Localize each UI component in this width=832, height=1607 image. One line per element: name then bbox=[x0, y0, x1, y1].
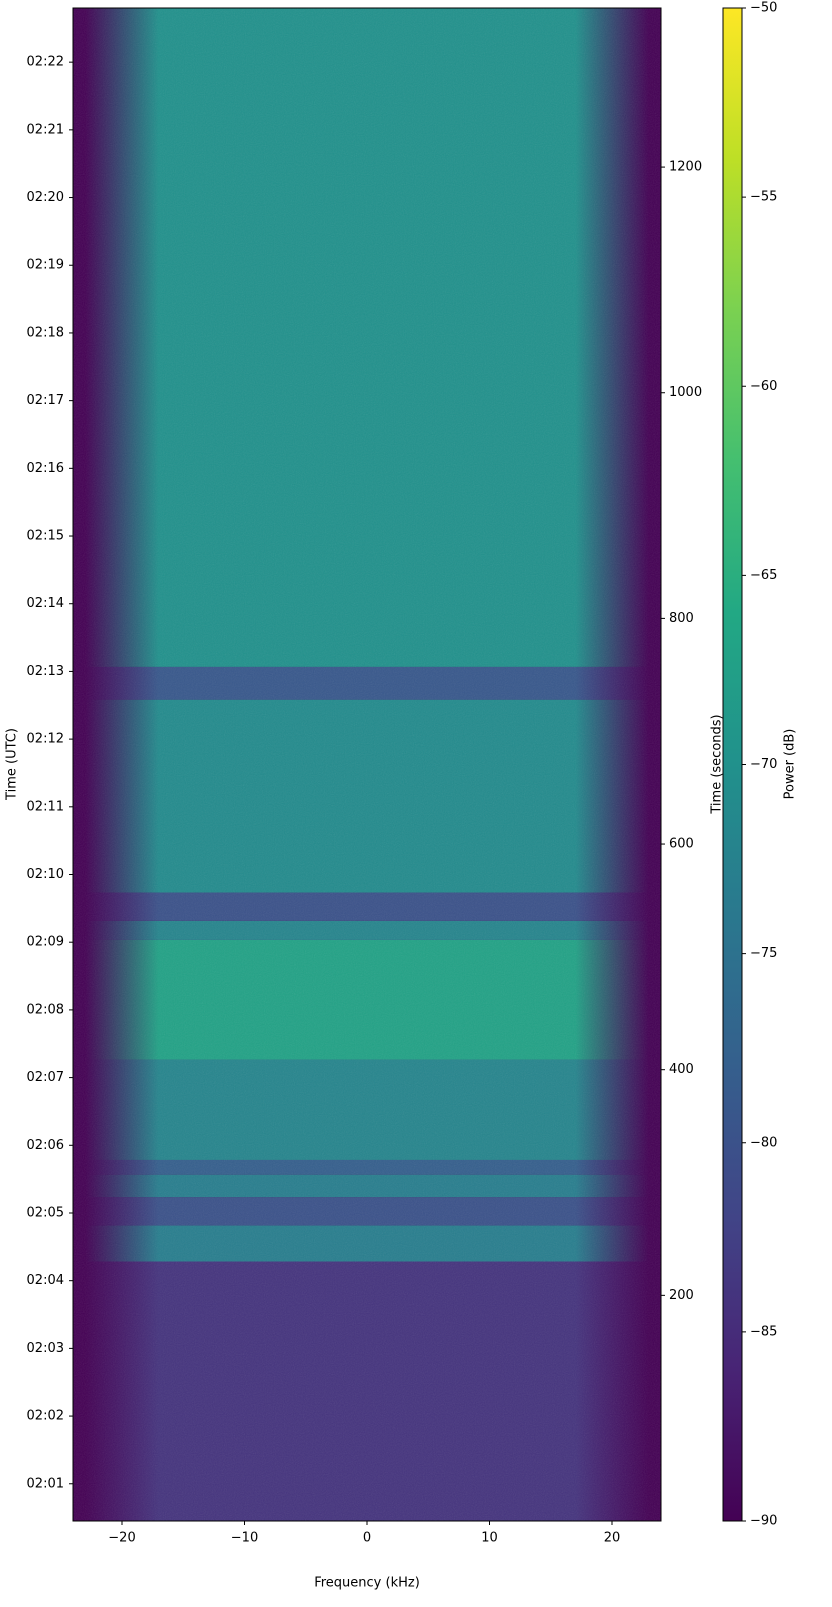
y-tick-label: 02:16 bbox=[27, 461, 64, 476]
colorbar-tick-label: −80 bbox=[750, 1135, 777, 1150]
y-tick-label: 02:15 bbox=[27, 529, 64, 544]
x-axis-label: Frequency (kHz) bbox=[314, 1576, 420, 1591]
y2-tick-label: 1000 bbox=[669, 385, 702, 400]
y-tick-label: 02:05 bbox=[27, 1205, 64, 1220]
y-tick-label: 02:09 bbox=[27, 935, 64, 950]
colorbar bbox=[723, 8, 742, 1521]
colorbar-tick-label: −90 bbox=[750, 1514, 777, 1529]
y2-tick-label: 600 bbox=[669, 837, 694, 852]
y-tick-label: 02:21 bbox=[27, 122, 64, 137]
x-tick-label: −10 bbox=[231, 1531, 258, 1546]
y-tick-label: 02:12 bbox=[27, 732, 64, 747]
x-tick-label: 10 bbox=[481, 1531, 498, 1546]
y-tick-label: 02:01 bbox=[27, 1476, 64, 1491]
y-tick-label: 02:13 bbox=[27, 664, 64, 679]
y-tick-label: 02:02 bbox=[27, 1409, 64, 1424]
colorbar-tick-label: −55 bbox=[750, 190, 777, 205]
y2-axis-label: Time (seconds) bbox=[710, 714, 725, 814]
y-tick-label: 02:08 bbox=[27, 1002, 64, 1017]
y-tick-label: 02:07 bbox=[27, 1070, 64, 1085]
y-tick-label: 02:10 bbox=[27, 867, 64, 882]
noise-texture bbox=[73, 8, 661, 1521]
y2-tick-label: 200 bbox=[669, 1288, 694, 1303]
y-tick-label: 02:03 bbox=[27, 1341, 64, 1356]
colorbar-tick-label: −70 bbox=[750, 757, 777, 772]
y-tick-label: 02:22 bbox=[27, 55, 64, 70]
y-tick-label: 02:04 bbox=[27, 1273, 64, 1288]
y-tick-label: 02:18 bbox=[27, 325, 64, 340]
colorbar-label: Power (dB) bbox=[783, 729, 798, 800]
y-tick-label: 02:19 bbox=[27, 258, 64, 273]
colorbar-tick-label: −75 bbox=[750, 946, 777, 961]
y-tick-label: 02:11 bbox=[27, 799, 64, 814]
x-tick-label: 20 bbox=[604, 1531, 621, 1546]
x-tick-label: −20 bbox=[108, 1531, 135, 1546]
x-tick-label: 0 bbox=[363, 1531, 371, 1546]
y-axis-label: Time (UTC) bbox=[5, 728, 20, 801]
y-tick-label: 02:20 bbox=[27, 190, 64, 205]
y-tick-label: 02:14 bbox=[27, 596, 64, 611]
colorbar-tick-label: −50 bbox=[750, 1, 777, 16]
y2-tick-label: 400 bbox=[669, 1062, 694, 1077]
y-tick-label: 02:06 bbox=[27, 1138, 64, 1153]
colorbar-tick-label: −85 bbox=[750, 1324, 777, 1339]
colorbar-tick-label: −65 bbox=[750, 568, 777, 583]
colorbar-tick-label: −60 bbox=[750, 379, 777, 394]
y-tick-label: 02:17 bbox=[27, 393, 64, 408]
y2-tick-label: 1200 bbox=[669, 160, 702, 175]
y2-tick-label: 800 bbox=[669, 611, 694, 626]
